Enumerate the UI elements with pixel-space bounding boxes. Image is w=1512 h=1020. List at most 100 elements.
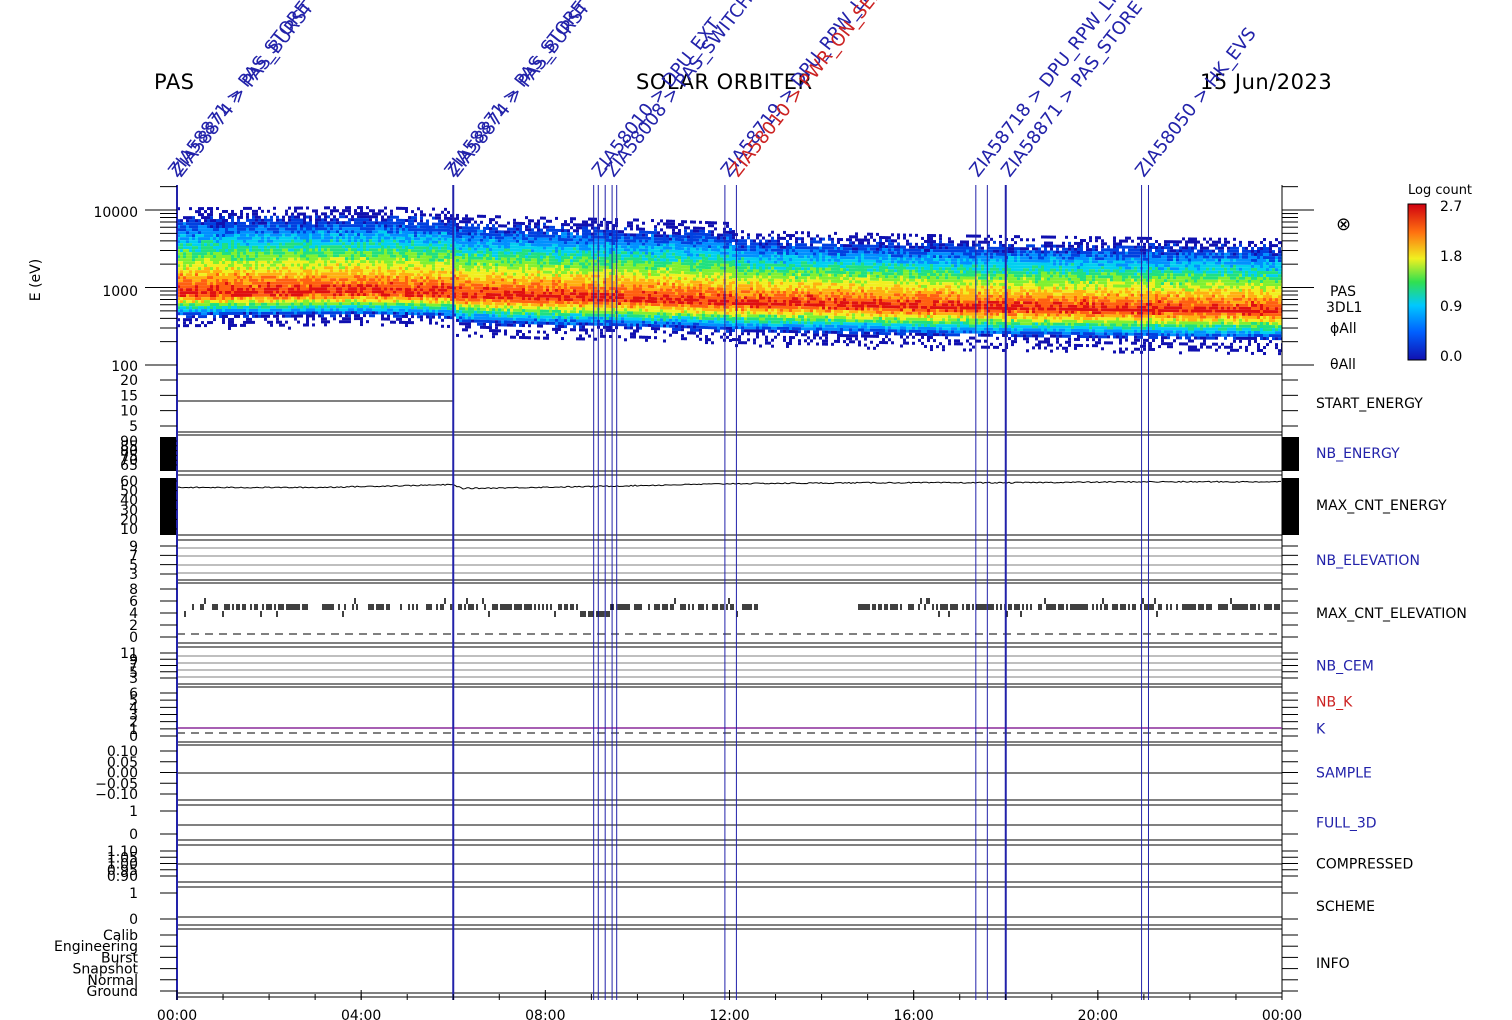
panel-tick-label: Normal	[87, 973, 138, 989]
panel-tick-label: 6	[129, 594, 138, 610]
time-tick-label: 04:00	[341, 1008, 381, 1020]
time-tick-label: 00:00	[157, 1008, 197, 1020]
panel-tick-label: 5	[129, 693, 138, 709]
panel-side-block	[1282, 437, 1299, 471]
panel-tick-label: 7	[129, 659, 138, 675]
panel-tick-label: 0.10	[107, 744, 138, 760]
panel-tick-label: 20	[120, 512, 138, 528]
panel-tick-label: 85	[120, 439, 138, 455]
panel-tick-label: Snapshot	[73, 962, 139, 978]
event-label: ZIA58050 > HK_EVS	[1131, 24, 1260, 181]
panel-tick-label: 65	[120, 458, 138, 474]
panel-tick-label: 2	[129, 618, 138, 634]
panel-tick-label: 20	[120, 373, 138, 389]
panel-tick-label: 1.00	[107, 857, 138, 873]
panel-tick-label: 1.10	[107, 844, 138, 860]
panel-label-nb_cem: NB_CEM	[1316, 659, 1374, 675]
panel-side-block	[1282, 478, 1299, 535]
panel-tick-label: 0.90	[107, 869, 138, 885]
instrument-label: PAS	[154, 70, 195, 94]
panel-tick-label: 80	[120, 444, 138, 460]
panel-tick-label: 2	[129, 715, 138, 731]
mission-title: SOLAR ORBITER	[636, 70, 813, 94]
energy-tick-label: 10000	[93, 205, 138, 221]
panel-tick-label: Calib	[103, 928, 138, 944]
panel-tick-label: 1	[129, 804, 138, 820]
time-tick-label: 16:00	[893, 1008, 933, 1020]
panel-tick-label: 0	[129, 912, 138, 928]
panel-label-info: INFO	[1316, 956, 1350, 972]
panel-tick-label: 10	[120, 404, 138, 420]
event-label: ZIA58874 > PAS_BURST	[445, 0, 596, 181]
panel-tick-label: 5	[129, 419, 138, 435]
panel-tick-label: 0.00	[107, 766, 138, 782]
energy-spectrogram	[177, 206, 1282, 356]
panel-tick-label: 60	[120, 474, 138, 490]
panel-tick-label: 11	[120, 646, 138, 662]
colorbar-tick: 0.0	[1440, 349, 1462, 365]
panel-label-nb_energy: NB_ENERGY	[1316, 446, 1400, 462]
panel-tick-label: 3	[129, 567, 138, 583]
panel-label-k: K	[1316, 722, 1326, 738]
event-markers: ZIA58871 > PAS_STORE ZIA58874 > PAS_BURST…	[164, 0, 1261, 1000]
panel-tick-label: 4	[129, 700, 138, 716]
panel-tick-label: 9	[129, 539, 138, 555]
panel-tick-label: 3	[129, 708, 138, 724]
panel-label-compressed: COMPRESSED	[1316, 857, 1413, 873]
time-tick-label: 20:00	[1078, 1008, 1118, 1020]
orientation-symbol: ⊗	[1336, 214, 1351, 235]
panel-side-block	[160, 478, 177, 535]
panel-tick-label: 0	[129, 729, 138, 745]
date-label: 15 Jun/2023	[1200, 70, 1333, 94]
panel-tick-label: Engineering	[54, 939, 138, 955]
panel-tick-label: 50	[120, 484, 138, 500]
spectrogram-side-label: θAll	[1330, 357, 1356, 373]
panel-label-sample: SAMPLE	[1316, 766, 1372, 782]
panel-tick-label: 3	[129, 671, 138, 687]
panel-tick-label: 0	[129, 630, 138, 646]
time-tick-label: 12:00	[709, 1008, 749, 1020]
panel-tick-label: 0.95	[107, 863, 138, 879]
panel-label-full_3d: FULL_3D	[1316, 816, 1377, 832]
panel-label-nb_k: NB_K	[1316, 695, 1353, 711]
colorbar	[1407, 203, 1427, 361]
panel-tick-label: 7	[129, 548, 138, 564]
panel-tick-label: 90	[120, 434, 138, 450]
panel-tick-label: 70	[120, 453, 138, 469]
panel-tick-label: 0.05	[107, 755, 138, 771]
panel-tick-label: 6	[129, 686, 138, 702]
colorbar-title: Log count	[1408, 183, 1472, 198]
colorbar-tick: 1.8	[1440, 249, 1462, 265]
spectrogram-side-label: 3DL1	[1326, 300, 1362, 316]
panel-tick-label: 1	[129, 722, 138, 738]
event-label: ZIA58874 > PAS_BURST	[168, 0, 319, 181]
colorbar-tick: 0.9	[1440, 299, 1462, 315]
panel-tick-label: −0.05	[95, 776, 138, 792]
time-tick-label: 08:00	[525, 1008, 565, 1020]
panel-tick-label: 1.05	[107, 850, 138, 866]
panel-label-scheme: SCHEME	[1316, 899, 1375, 915]
panel-tick-label: 0	[129, 827, 138, 843]
panel-tick-label: 15	[120, 388, 138, 404]
panel-label-max_cnt_elevation: MAX_CNT_ELEVATION	[1316, 606, 1467, 622]
panel-tick-label: 8	[129, 582, 138, 598]
spectrogram-side-label: PAS	[1330, 284, 1356, 300]
panel-tick-label: 5	[129, 558, 138, 574]
panel-tick-label: 75	[120, 448, 138, 464]
event-label: ZIA58010 > PWR_ON_SEM_NOMINAL	[725, 0, 946, 181]
colorbar-tick: 2.7	[1440, 199, 1462, 215]
axes-layer: 2015105START_ENERGY908580757065NB_ENERGY…	[54, 186, 1467, 1020]
spectrogram-side-label: ϕAll	[1330, 321, 1357, 337]
panel-tick-label: 1	[129, 886, 138, 902]
event-label: ZIA58871 > PAS_STORE	[997, 0, 1147, 181]
panel-tick-label: 10	[120, 522, 138, 538]
panel-label-start_energy: START_ENERGY	[1316, 396, 1423, 412]
panel-label-max_cnt_energy: MAX_CNT_ENERGY	[1316, 498, 1447, 514]
panel-tick-label: 30	[120, 503, 138, 519]
energy-axis-label: E (eV)	[28, 259, 44, 301]
panel-tick-label: Burst	[101, 950, 139, 966]
panel-label-nb_elevation: NB_ELEVATION	[1316, 553, 1420, 569]
panel-tick-label: 5	[129, 665, 138, 681]
panel-tick-label: 4	[129, 606, 138, 622]
